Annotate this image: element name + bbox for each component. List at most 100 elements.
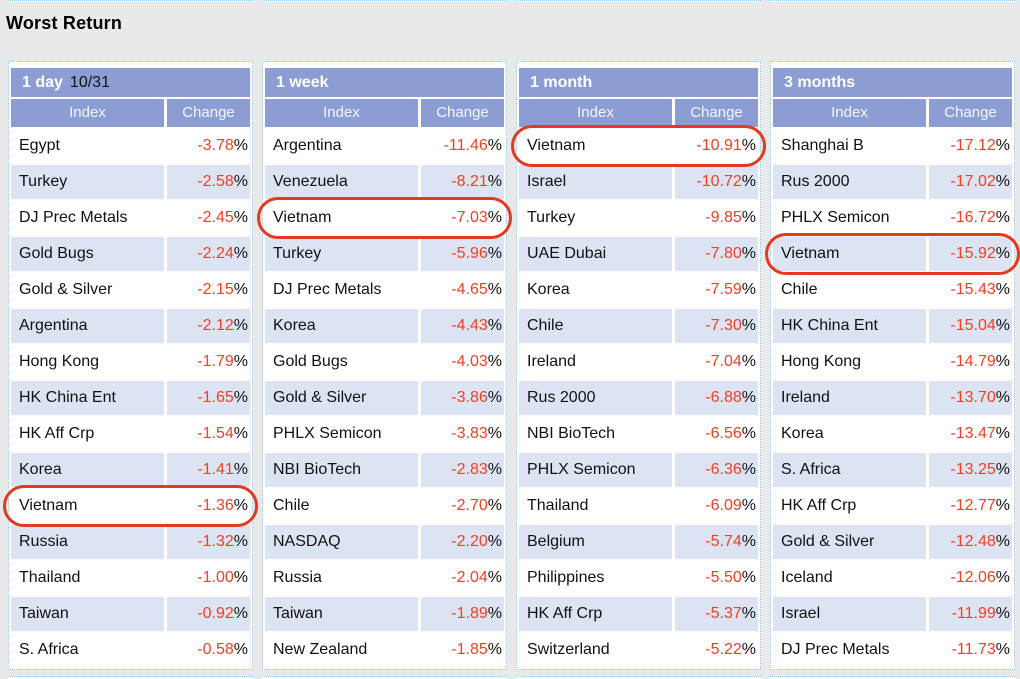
table-row: Gold Bugs -2.24% <box>11 237 250 271</box>
change-value: -11.99% <box>929 597 1012 631</box>
table-row: NBI BioTech -2.83% <box>265 453 504 487</box>
percent-sign: % <box>233 173 248 190</box>
change-number: -15.43 <box>950 281 996 298</box>
percent-sign: % <box>487 317 502 334</box>
change-value: -3.86% <box>421 381 504 415</box>
percent-sign: % <box>487 173 502 190</box>
change-number: -11.46 <box>443 137 488 154</box>
change-number: -17.12 <box>950 137 996 154</box>
table-row: Ireland -7.04% <box>519 345 758 379</box>
percent-sign: % <box>487 425 502 442</box>
panel-title: 1 day <box>22 74 63 91</box>
change-value: -1.79% <box>167 345 250 379</box>
change-number: -12.48 <box>950 533 996 550</box>
panel-title: 3 months <box>784 74 856 91</box>
change-value: -3.78% <box>167 129 250 163</box>
change-number: -5.22 <box>705 641 742 658</box>
change-number: -1.00 <box>197 569 234 586</box>
change-number: -1.32 <box>197 533 234 550</box>
change-number: -10.72 <box>696 173 742 190</box>
change-number: -2.12 <box>197 317 234 334</box>
percent-sign: % <box>487 533 502 550</box>
index-name: PHLX Semicon <box>773 201 926 235</box>
table-row: UAE Dubai -7.80% <box>519 237 758 271</box>
table-row: Korea -7.59% <box>519 273 758 307</box>
panel-3-months: 3 months Index Change Shanghai B -17.12% Rus … <box>765 61 1020 670</box>
change-number: -4.03 <box>451 353 488 370</box>
table-row: Thailand -6.09% <box>519 489 758 523</box>
change-number: -2.04 <box>451 569 488 586</box>
rows-list: Shanghai B -17.12% Rus 2000 -17.02% PHLX Sem… <box>765 129 1020 667</box>
change-value: -2.83% <box>421 453 504 487</box>
change-number: -6.09 <box>705 497 742 514</box>
change-number: -7.30 <box>705 317 742 334</box>
change-number: -7.03 <box>451 209 488 226</box>
change-number: -8.21 <box>451 173 488 190</box>
percent-sign: % <box>741 353 756 370</box>
table-row: Iceland -12.06% <box>773 561 1012 595</box>
change-number: -2.83 <box>451 461 488 478</box>
change-value: -1.00% <box>167 561 250 595</box>
change-value: -0.92% <box>167 597 250 631</box>
percent-sign: % <box>233 389 248 406</box>
change-number: -11.99 <box>951 605 996 622</box>
percent-sign: % <box>741 389 756 406</box>
index-name: NASDAQ <box>265 525 418 559</box>
change-value: -8.21% <box>421 165 504 199</box>
table-row: Gold & Silver -2.15% <box>11 273 250 307</box>
percent-sign: % <box>995 605 1010 622</box>
index-name: Vietnam <box>519 129 672 163</box>
panel-title-bar: 1 month <box>519 68 758 97</box>
table-row: Chile -2.70% <box>265 489 504 523</box>
index-name: Iceland <box>773 561 926 595</box>
change-number: -2.58 <box>197 173 234 190</box>
change-value: -12.06% <box>929 561 1012 595</box>
table-row: S. Africa -13.25% <box>773 453 1012 487</box>
table-row: HK Aff Crp -12.77% <box>773 489 1012 523</box>
change-number: -1.79 <box>197 353 234 370</box>
index-name: Vietnam <box>11 489 164 523</box>
index-name: HK China Ent <box>11 381 164 415</box>
index-name: DJ Prec Metals <box>11 201 164 235</box>
table-row: Venezuela -8.21% <box>265 165 504 199</box>
change-number: -0.58 <box>197 641 234 658</box>
table-row: Israel -10.72% <box>519 165 758 199</box>
index-name: Belgium <box>519 525 672 559</box>
table-row: Chile -7.30% <box>519 309 758 343</box>
panel-title-bar: 1 day 10/31 <box>11 68 250 97</box>
index-name: Israel <box>773 597 926 631</box>
percent-sign: % <box>995 569 1010 586</box>
index-name: Philippines <box>519 561 672 595</box>
rows-list: Argentina -11.46% Venezuela -8.21% Vietnam -7… <box>257 129 512 667</box>
table-row: Egypt -3.78% <box>11 129 250 163</box>
percent-sign: % <box>487 209 502 226</box>
percent-sign: % <box>487 569 502 586</box>
index-name: Taiwan <box>11 597 164 631</box>
percent-sign: % <box>995 281 1010 298</box>
percent-sign: % <box>741 281 756 298</box>
column-headers: Index Change <box>265 99 504 127</box>
panel-edge-segment <box>8 0 253 3</box>
change-value: -6.36% <box>675 453 758 487</box>
table-row: Taiwan -1.89% <box>265 597 504 631</box>
index-name: PHLX Semicon <box>265 417 418 451</box>
table-row: Israel -11.99% <box>773 597 1012 631</box>
change-value: -1.41% <box>167 453 250 487</box>
index-name: Turkey <box>11 165 164 199</box>
index-name: PHLX Semicon <box>519 453 672 487</box>
table-row: HK China Ent -1.65% <box>11 381 250 415</box>
change-value: -12.48% <box>929 525 1012 559</box>
panel-1-month: 1 month Index Change Vietnam -10.91% Israel -1… <box>511 61 766 670</box>
change-value: -4.03% <box>421 345 504 379</box>
change-value: -17.02% <box>929 165 1012 199</box>
change-value: -7.04% <box>675 345 758 379</box>
index-column-header: Index <box>773 99 926 127</box>
change-number: -12.06 <box>950 569 996 586</box>
panel-title: 1 month <box>530 74 593 91</box>
index-name: HK China Ent <box>773 309 926 343</box>
change-value: -7.03% <box>421 201 504 235</box>
change-value: -2.58% <box>167 165 250 199</box>
change-number: -1.41 <box>197 461 234 478</box>
column-headers: Index Change <box>773 99 1012 127</box>
change-value: -2.12% <box>167 309 250 343</box>
